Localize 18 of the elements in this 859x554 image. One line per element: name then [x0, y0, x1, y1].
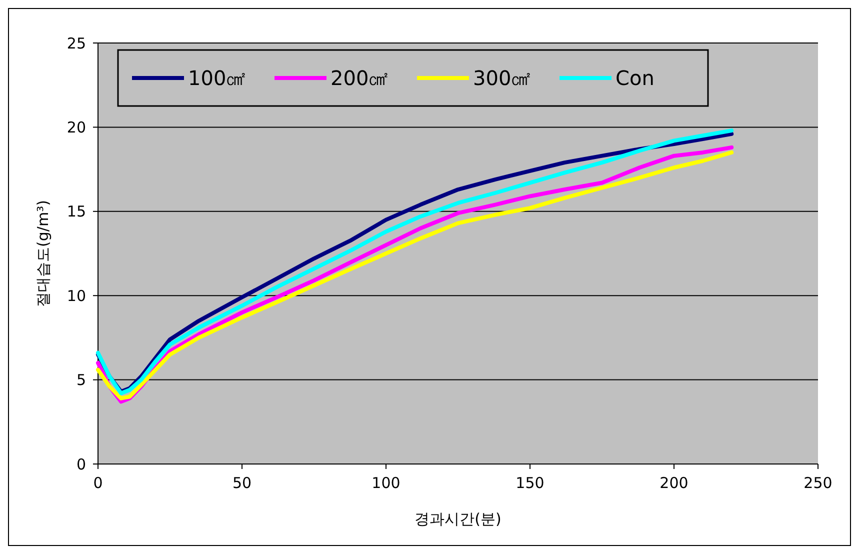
y-tick-label: 10: [66, 286, 86, 305]
legend-label: Con: [616, 66, 654, 90]
x-tick-label: 0: [93, 474, 103, 492]
x-tick-label: 200: [660, 474, 688, 492]
x-tick-label: 150: [516, 474, 544, 492]
x-axis-title: 경과시간(분): [414, 510, 502, 528]
x-tick-label: 250: [804, 474, 832, 492]
y-tick-label: 20: [66, 118, 86, 136]
y-tick-label: 15: [66, 202, 86, 221]
legend-label: 300㎠: [473, 66, 532, 90]
y-tick-label: 25: [66, 34, 86, 52]
legend-label: 100㎠: [188, 66, 246, 90]
x-tick-label: 100: [372, 474, 400, 492]
y-tick-label: 5: [76, 371, 86, 390]
x-tick-label: 50: [232, 474, 252, 492]
legend-label: 200㎠: [330, 66, 389, 90]
y-axis-title: 절대습도(g/m³): [34, 200, 52, 307]
y-tick-label: 0: [76, 455, 86, 474]
